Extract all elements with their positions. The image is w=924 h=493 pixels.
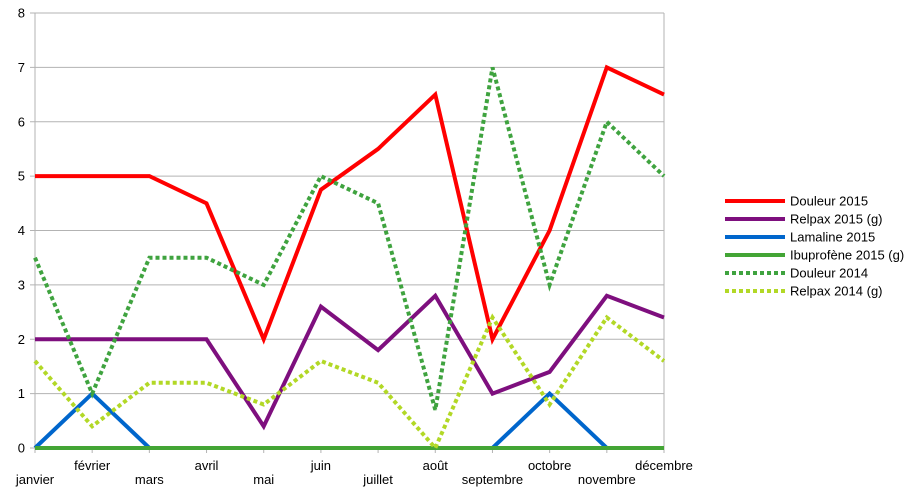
legend: Douleur 2015 Relpax 2015 (g) Lamaline 2015… <box>725 194 904 299</box>
y-tick-label: 4 <box>18 223 25 238</box>
series-line-1 <box>35 64 665 345</box>
series-line-5 <box>33 66 666 411</box>
legend-label-5: Douleur 2014 <box>790 266 868 281</box>
legend-label-6: Relpax 2014 (g) <box>790 284 883 299</box>
legend-label-4: Ibuprofène 2015 (g) <box>790 248 904 263</box>
x-tick-label: mars <box>135 472 164 487</box>
series-line-3 <box>33 390 664 450</box>
y-tick-label: 8 <box>18 6 25 21</box>
x-tick-label: juillet <box>362 472 393 487</box>
x-tick-label: décembre <box>635 458 693 473</box>
series-lines <box>33 64 666 452</box>
x-tick-label: août <box>423 458 449 473</box>
y-axis-ticks: 0 1 2 3 4 5 6 7 8 <box>18 6 35 456</box>
y-tick-label: 1 <box>18 386 25 401</box>
series-line-2 <box>35 292 665 431</box>
x-tick-label: novembre <box>578 472 636 487</box>
legend-label-3: Lamaline 2015 <box>790 230 875 245</box>
x-tick-label: février <box>74 458 111 473</box>
y-tick-label: 3 <box>18 277 25 292</box>
y-tick-label: 5 <box>18 169 25 184</box>
series-line-6 <box>33 313 666 452</box>
y-tick-label: 6 <box>18 114 25 129</box>
y-tick-label: 7 <box>18 60 25 75</box>
x-axis-ticks: janvier février mars avril mai juin juillet aoû… <box>15 448 693 487</box>
x-tick-label: juin <box>310 458 331 473</box>
y-tick-label: 0 <box>18 441 25 456</box>
x-tick-label: avril <box>195 458 219 473</box>
x-tick-label: septembre <box>462 472 523 487</box>
x-tick-label: mai <box>253 472 274 487</box>
gridlines <box>35 12 664 449</box>
x-tick-label: octobre <box>528 458 571 473</box>
legend-label-2: Relpax 2015 (g) <box>790 212 883 227</box>
x-tick-label: janvier <box>15 472 55 487</box>
legend-label-1: Douleur 2015 <box>790 194 868 209</box>
y-tick-label: 2 <box>18 332 25 347</box>
